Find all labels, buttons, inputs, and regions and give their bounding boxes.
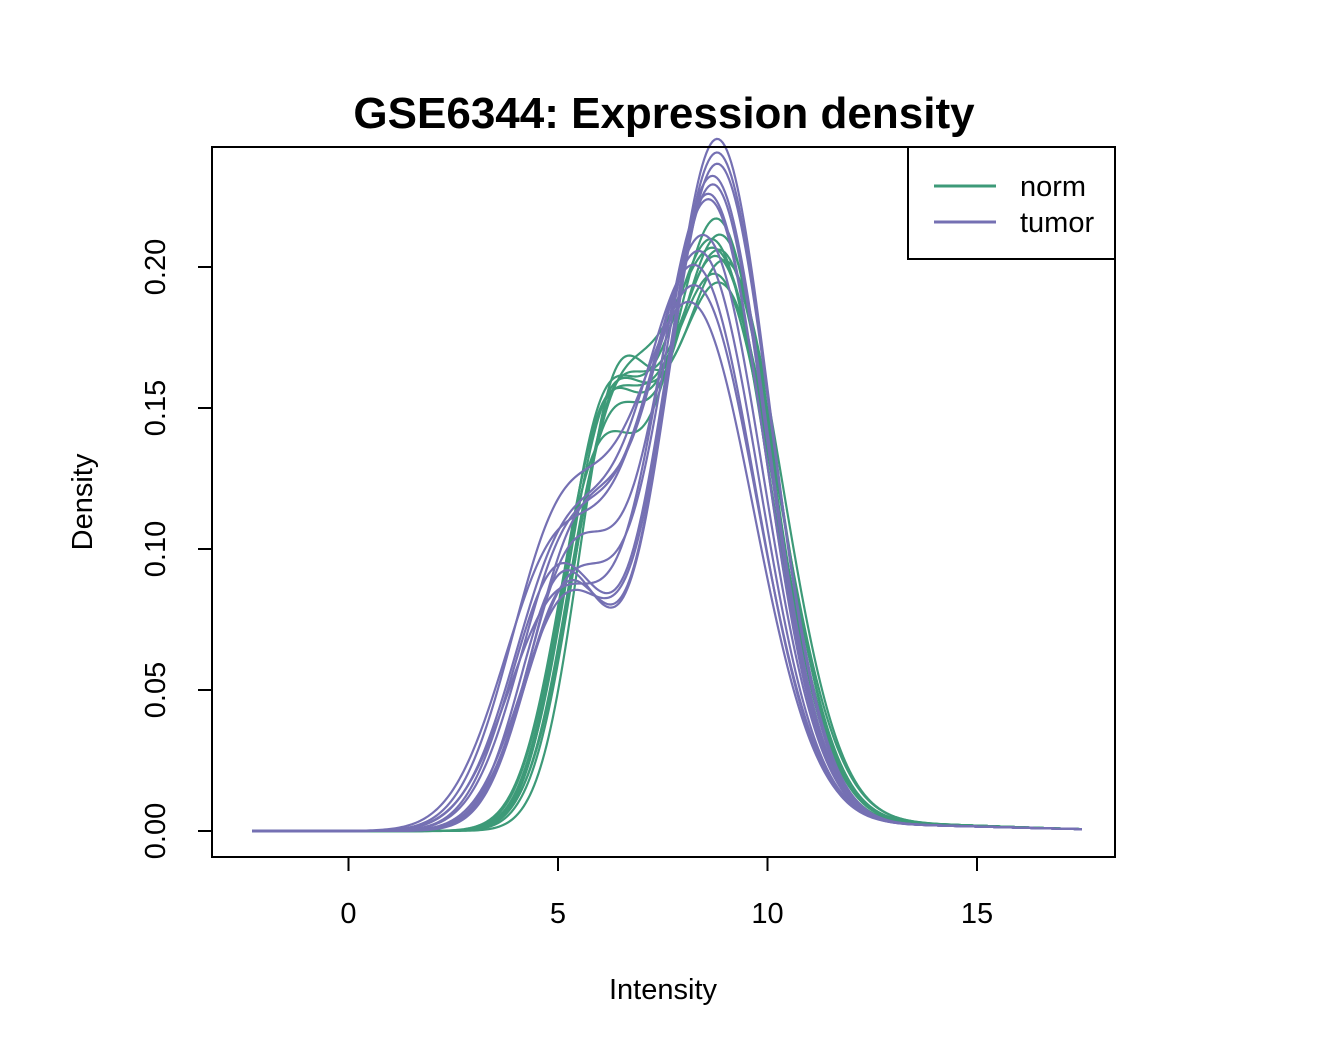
y-tick-label: 0.20 bbox=[140, 239, 172, 295]
x-tick-label: 15 bbox=[961, 898, 993, 930]
legend: norm tumor bbox=[907, 146, 1116, 260]
density-curve-tumor bbox=[252, 174, 1082, 833]
legend-label-norm: norm bbox=[1020, 171, 1086, 203]
y-tick-label: 0.05 bbox=[140, 662, 172, 718]
x-tick-label: 5 bbox=[550, 898, 566, 930]
density-curve-tumor bbox=[252, 137, 1082, 833]
chart-title: GSE6344: Expression density bbox=[353, 89, 975, 138]
y-axis: 0.00 0.05 0.10 0.15 0.20 bbox=[140, 239, 213, 859]
x-tick-label: 0 bbox=[340, 898, 356, 930]
y-axis-label: Density bbox=[67, 453, 99, 550]
density-curve-tumor bbox=[252, 192, 1082, 833]
density-curves bbox=[252, 137, 1082, 833]
legend-box bbox=[907, 146, 1116, 260]
density-curve-tumor bbox=[252, 162, 1082, 833]
density-curve-tumor bbox=[252, 198, 1082, 833]
x-tick-label: 10 bbox=[751, 898, 783, 930]
x-axis-label: Intensity bbox=[609, 974, 717, 1006]
density-curve-norm bbox=[252, 272, 1082, 833]
y-tick-label: 0.10 bbox=[140, 521, 172, 577]
legend-label-tumor: tumor bbox=[1020, 207, 1094, 239]
x-axis: 0 5 10 15 bbox=[340, 856, 993, 930]
y-tick-label: 0.15 bbox=[140, 380, 172, 436]
density-curve-tumor bbox=[252, 183, 1082, 833]
y-tick-label: 0.00 bbox=[140, 803, 172, 859]
